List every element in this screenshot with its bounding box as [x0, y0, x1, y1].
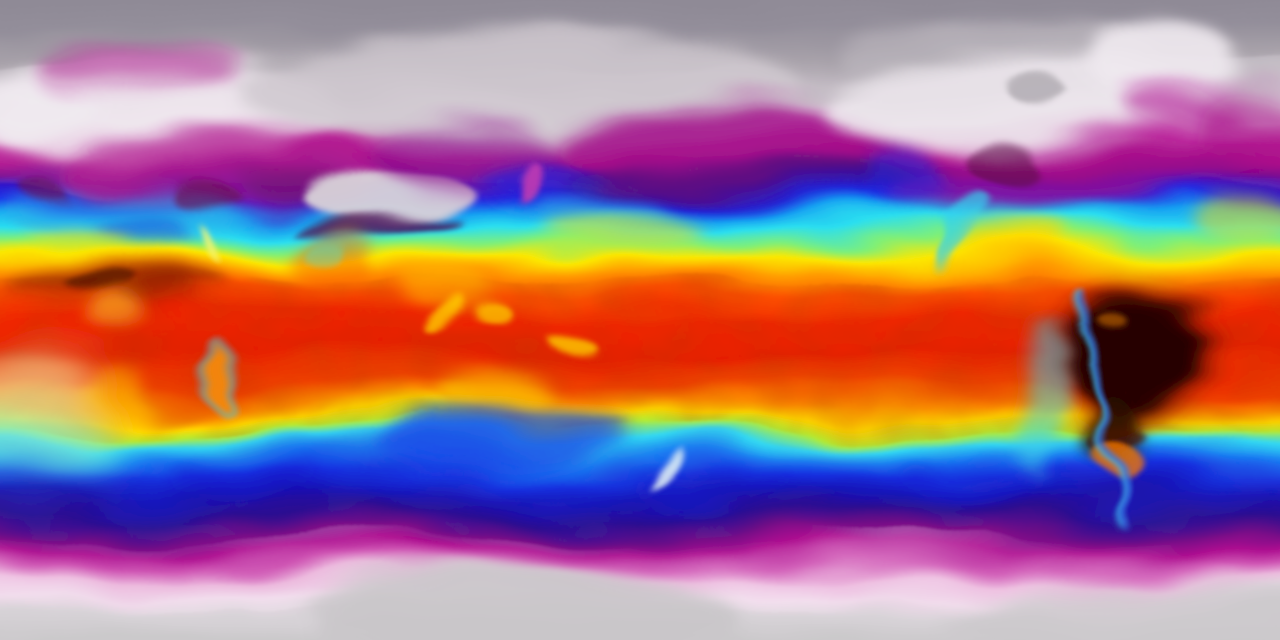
- hudson-bay-gray: [1007, 79, 1063, 111]
- anatolia-dark-patch: [172, 179, 238, 207]
- congo-yellow-speckle: [84, 300, 136, 332]
- iberia-dark-patch: [17, 173, 73, 195]
- atlantic-right-yellow-bulge: [1201, 194, 1280, 242]
- amazon-yellow-speck: [1096, 309, 1128, 327]
- andes-blue-line: [1076, 291, 1125, 517]
- india-cool-speckle: [310, 235, 354, 259]
- baja-cyan-sliver: [930, 197, 980, 263]
- madagascar-orange: [215, 350, 233, 398]
- north-atlantic-magenta-arc: [45, 52, 235, 92]
- mexico-yellow-patch: [955, 228, 1065, 268]
- australia-yellow-center: [440, 372, 550, 424]
- iceland-white-blob: [0, 77, 100, 133]
- andes-cyan-line: [1071, 289, 1125, 516]
- north-pacific-magenta-blob: [560, 97, 910, 187]
- kuroshio-yellow-bulge: [550, 210, 700, 246]
- australia-blue-cold-front: [388, 412, 608, 470]
- chile-coast-cyan-band: [1019, 315, 1067, 485]
- antarctica-gray-bulge-right: [950, 580, 1280, 640]
- borneo-yellow-patch: [474, 299, 506, 325]
- japan-magenta-sliver: [515, 157, 541, 207]
- southeast-asia-yellow: [405, 266, 485, 310]
- south-atlantic-cyan-cool: [0, 412, 120, 484]
- sumatra-yellow-sliver: [430, 296, 466, 340]
- atlantic-right-magenta: [1203, 95, 1280, 165]
- rockies-dark-maroon: [978, 137, 1046, 189]
- southern-ocean-swirl-3: [895, 462, 1043, 501]
- red-sea-sliver: [194, 221, 216, 267]
- greenland-white: [1093, 23, 1237, 113]
- atlas-yellow-band: [7, 228, 117, 252]
- southern-ocean-swirl-1: [176, 464, 313, 500]
- patagonia-orange: [1102, 442, 1142, 494]
- new-guinea-yellow-sliver: [539, 327, 591, 347]
- east-africa-dark: [112, 288, 188, 312]
- north-pacific-purple-edge: [560, 164, 930, 196]
- north-america-magenta-sweep: [891, 139, 1259, 217]
- antarctica-gray-bulge-left: [305, 570, 735, 640]
- us-west-coast-blue: [865, 145, 945, 215]
- sahel-darker-core: [65, 279, 125, 297]
- new-zealand-sliver: [652, 458, 674, 488]
- himalaya-dark-rim: [290, 214, 466, 230]
